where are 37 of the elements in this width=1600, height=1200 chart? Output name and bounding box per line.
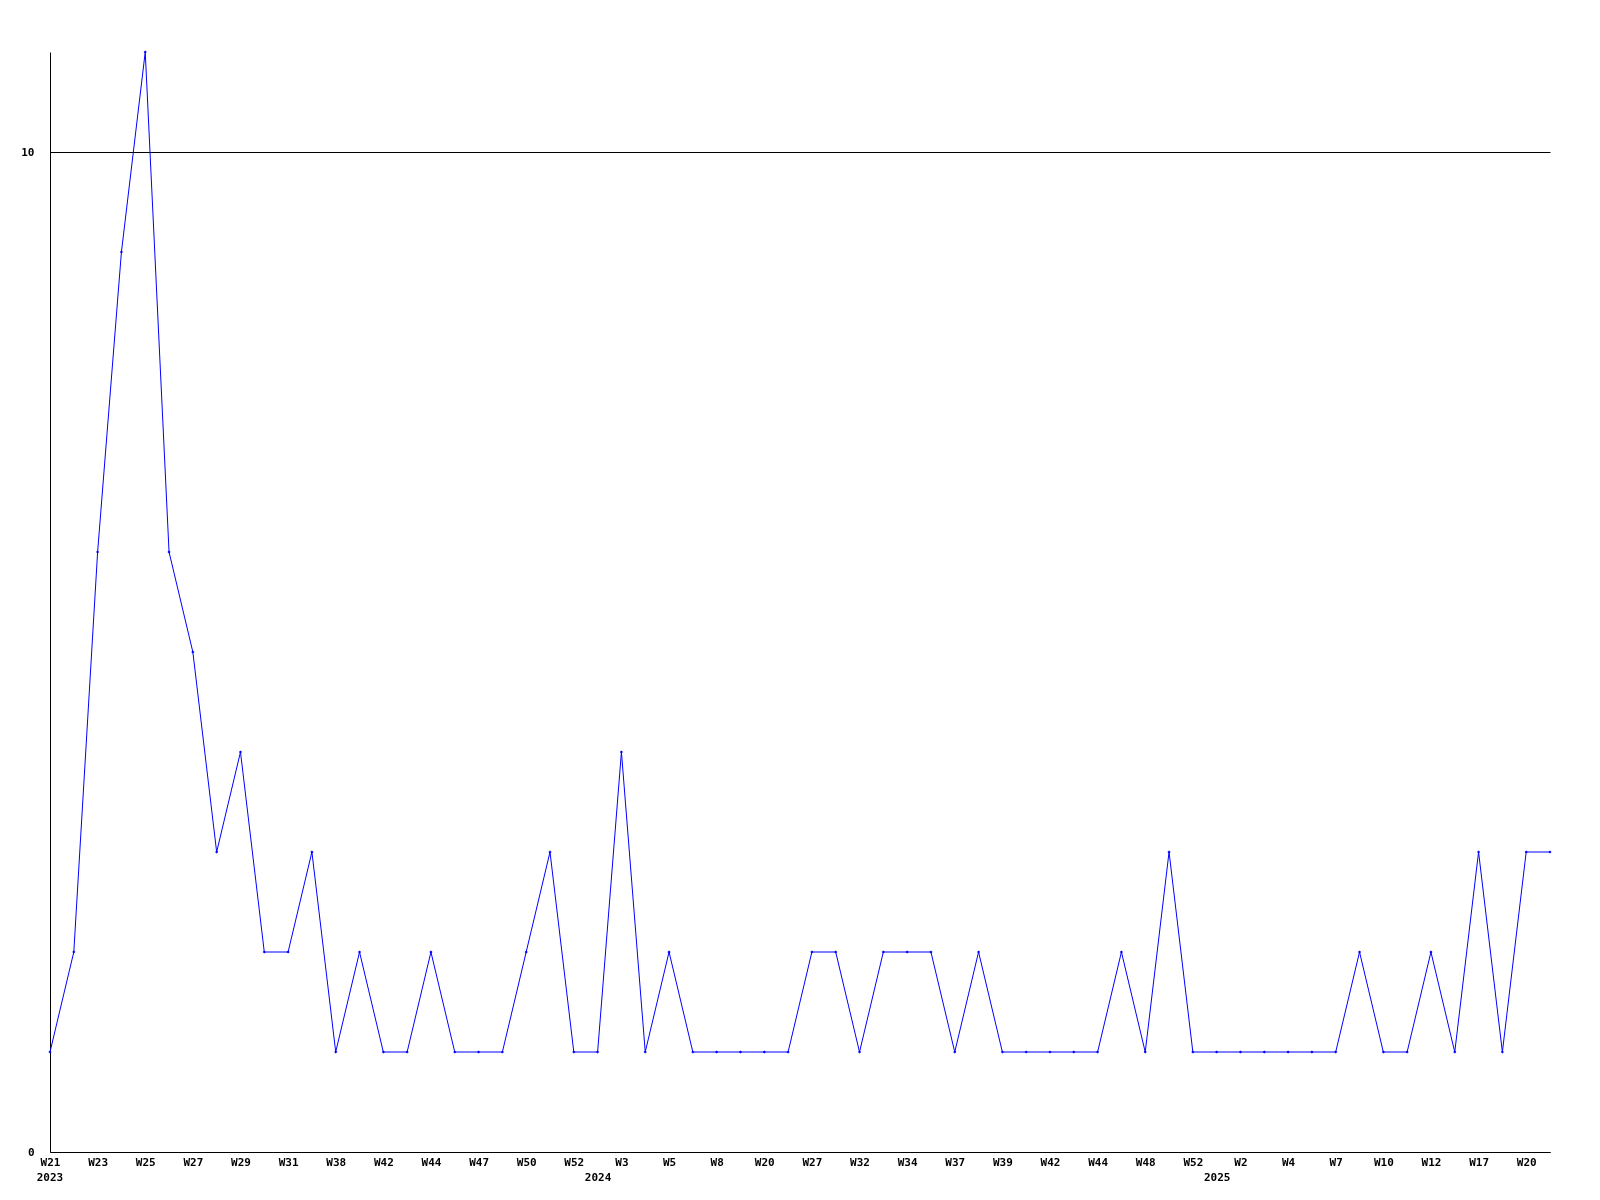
- x-tick-label: W37: [945, 1155, 966, 1169]
- x-tick-label: W52: [1183, 1155, 1204, 1169]
- x-tick-label: W23: [88, 1155, 109, 1169]
- x-tick-label: W7: [1329, 1155, 1343, 1169]
- x-tick-label: W27: [183, 1155, 204, 1169]
- x-tick-label: W50: [516, 1155, 537, 1169]
- x-tick-label: W25: [135, 1155, 156, 1169]
- x-tick-label: 2024: [584, 1170, 612, 1184]
- x-tick-label: W42: [373, 1155, 394, 1169]
- x-tick-label: W10: [1373, 1155, 1394, 1169]
- x-tick-label: W5: [662, 1155, 677, 1169]
- x-tick-label: W52: [564, 1155, 585, 1169]
- x-tick-label: W48: [1135, 1155, 1156, 1169]
- y-tick-label: 0: [27, 1145, 35, 1159]
- x-tick-label: W34: [897, 1155, 918, 1169]
- x-tick-label: W29: [231, 1155, 251, 1169]
- x-tick-label: W4: [1281, 1155, 1296, 1169]
- x-tick-label: W42: [1040, 1155, 1061, 1169]
- x-tick-label: W20: [1516, 1155, 1537, 1169]
- x-tick-label: W38: [326, 1155, 347, 1169]
- x-tick-label: W44: [421, 1155, 442, 1169]
- x-tick-label: 2025: [1203, 1170, 1231, 1184]
- y-tick-label: 10: [21, 145, 35, 159]
- x-tick-label: W47: [469, 1155, 490, 1169]
- x-tick-label: W32: [850, 1155, 870, 1169]
- x-tick-label: W3: [615, 1155, 629, 1169]
- x-tick-label: W39: [992, 1155, 1013, 1169]
- x-tick-label: W31: [278, 1155, 299, 1169]
- x-tick-label: W21: [40, 1155, 61, 1169]
- x-tick-label: W20: [754, 1155, 775, 1169]
- x-tick-label: W44: [1088, 1155, 1109, 1169]
- x-tick-label: W8: [710, 1155, 724, 1169]
- text: 2023: [36, 1171, 64, 1184]
- x-tick-label: W27: [802, 1155, 823, 1169]
- x-tick-label: W17: [1469, 1155, 1490, 1169]
- x-tick-label: W2: [1234, 1155, 1248, 1169]
- x-tick-label: W12: [1421, 1155, 1442, 1169]
